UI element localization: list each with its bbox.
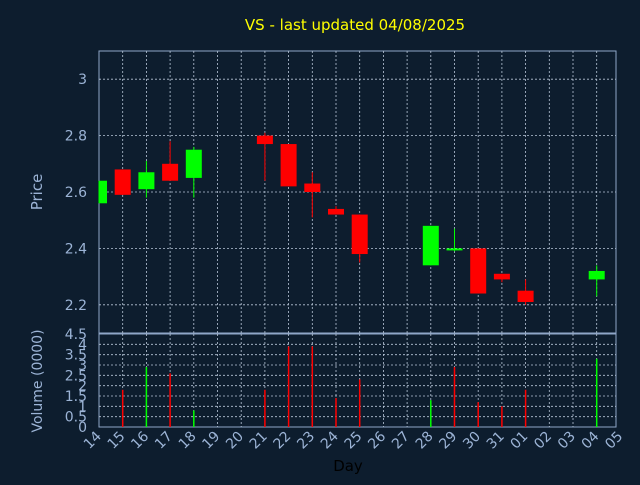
volume-panel-border [98, 333, 617, 428]
candle-body [256, 135, 273, 145]
volume-bar [145, 367, 148, 427]
candle-body [138, 172, 155, 190]
volume-bar [430, 400, 432, 427]
candle-body [280, 144, 297, 187]
volume-bar [477, 402, 479, 427]
volume-bar [501, 406, 503, 427]
volume-y-tick-label: 1.5 [65, 389, 87, 405]
candle-body [446, 248, 463, 251]
volume-y-tick-label: 3 [78, 358, 87, 374]
volume-y-tick-label: 4.5 [65, 327, 87, 343]
price-y-tick-label: 2.4 [65, 241, 87, 257]
volume-y-tick-label: 0 [78, 420, 87, 436]
volume-y-tick-label: 0.5 [65, 410, 87, 426]
candle-body [351, 214, 368, 255]
candle-body [185, 149, 202, 178]
volume-bar [121, 389, 124, 427]
volume-y-ticks: 00.511.522.533.544.5 [65, 327, 87, 436]
candle-body [422, 225, 439, 266]
candle-body [517, 290, 534, 302]
volume-y-tick-label: 2 [78, 379, 87, 395]
price-candles [98, 132, 605, 305]
candle-body [493, 273, 510, 280]
volume-bar [287, 346, 290, 427]
price-y-tick-label: 3 [78, 72, 87, 88]
candle-body [99, 180, 107, 204]
candle-body [162, 163, 179, 181]
x-axis-label: Day [333, 457, 363, 475]
volume-axis-label: Volume (0000) [30, 329, 46, 432]
volume-bar [169, 373, 171, 427]
price-axis-label: Price [28, 174, 46, 211]
volume-y-tick-label: 4 [78, 337, 87, 353]
volume-bar [335, 398, 337, 427]
volume-y-tick-label: 1 [78, 399, 87, 415]
candle-body [114, 169, 131, 195]
candle-body [588, 270, 605, 280]
volume-bar [311, 346, 314, 427]
price-y-tick-label: 2.2 [65, 298, 87, 314]
volume-bar [524, 389, 527, 427]
volume-y-tick-label: 2.5 [65, 368, 87, 384]
candle-body [304, 183, 321, 192]
price-y-ticks: 2.2 2.4 2.6 2.8 3 [65, 72, 87, 314]
candle-body [328, 208, 344, 215]
price-y-tick-label: 2.6 [65, 185, 87, 201]
volume-bar [453, 367, 456, 427]
x-axis-ticks: 14 15 16 17 18 19 20 21 22 23 24 25 26 27 28 29 30 31 01 02… [81, 428, 626, 452]
volume-bar [595, 358, 598, 427]
candle-body [470, 248, 487, 294]
volume-bar [193, 410, 195, 427]
volume-bar [358, 379, 361, 427]
volume-bar [264, 389, 266, 427]
chart-title: VS - last updated 04/08/2025 [245, 16, 465, 34]
price-y-tick-label: 2.8 [65, 129, 87, 145]
volume-y-tick-label: 3.5 [65, 348, 87, 364]
volume-bars [121, 346, 598, 427]
